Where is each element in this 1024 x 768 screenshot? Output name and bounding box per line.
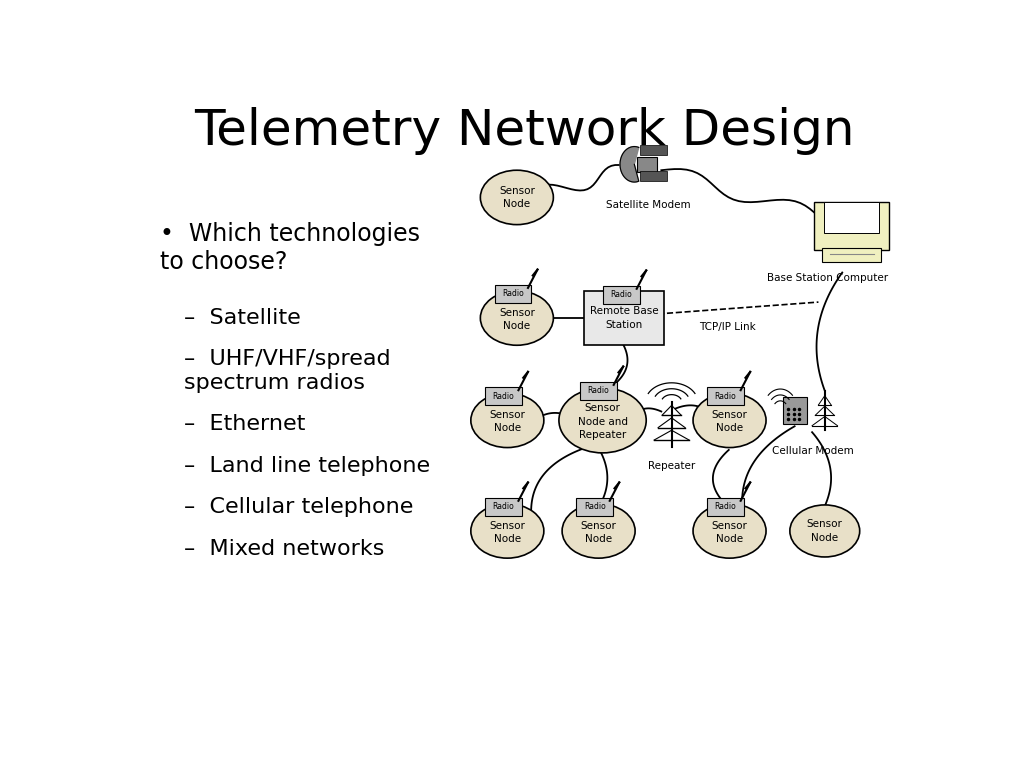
Text: TCP/IP Link: TCP/IP Link bbox=[698, 322, 756, 332]
Circle shape bbox=[471, 504, 544, 558]
Text: Sensor
Node: Sensor Node bbox=[499, 186, 535, 209]
Circle shape bbox=[693, 393, 766, 448]
Text: –  Mixed networks: – Mixed networks bbox=[183, 538, 384, 558]
Text: Radio: Radio bbox=[493, 392, 514, 401]
Text: Sensor
Node: Sensor Node bbox=[489, 410, 525, 433]
Text: Sensor
Node: Sensor Node bbox=[499, 308, 535, 331]
FancyBboxPatch shape bbox=[824, 202, 879, 233]
Text: Radio: Radio bbox=[715, 392, 736, 401]
FancyBboxPatch shape bbox=[640, 170, 667, 181]
FancyBboxPatch shape bbox=[603, 286, 640, 303]
Circle shape bbox=[480, 291, 553, 346]
Text: Repeater: Repeater bbox=[648, 462, 695, 472]
Circle shape bbox=[562, 504, 635, 558]
FancyBboxPatch shape bbox=[782, 397, 807, 424]
Text: Base Station Computer: Base Station Computer bbox=[767, 273, 888, 283]
Circle shape bbox=[471, 393, 544, 448]
Text: –  UHF/VHF/spread
spectrum radios: – UHF/VHF/spread spectrum radios bbox=[183, 349, 390, 392]
FancyBboxPatch shape bbox=[485, 387, 521, 405]
Circle shape bbox=[693, 504, 766, 558]
Text: Sensor
Node: Sensor Node bbox=[712, 410, 748, 433]
FancyBboxPatch shape bbox=[584, 291, 665, 345]
Text: Radio: Radio bbox=[610, 290, 633, 300]
Text: Radio: Radio bbox=[493, 502, 514, 511]
Text: Radio: Radio bbox=[584, 502, 605, 511]
FancyBboxPatch shape bbox=[577, 498, 613, 515]
Text: •  Which technologies
to choose?: • Which technologies to choose? bbox=[160, 222, 420, 274]
Text: Sensor
Node: Sensor Node bbox=[807, 519, 843, 542]
Text: Satellite Modem: Satellite Modem bbox=[606, 200, 691, 210]
FancyBboxPatch shape bbox=[495, 285, 531, 303]
Circle shape bbox=[480, 170, 553, 224]
FancyBboxPatch shape bbox=[640, 145, 667, 155]
Polygon shape bbox=[621, 147, 639, 182]
Text: Sensor
Node: Sensor Node bbox=[712, 521, 748, 544]
Text: Sensor
Node: Sensor Node bbox=[489, 521, 525, 544]
FancyBboxPatch shape bbox=[814, 203, 889, 250]
Text: –  Land line telephone: – Land line telephone bbox=[183, 456, 430, 476]
Circle shape bbox=[790, 505, 860, 557]
Text: –  Ethernet: – Ethernet bbox=[183, 415, 305, 435]
Text: Sensor
Node: Sensor Node bbox=[581, 521, 616, 544]
Text: –  Satellite: – Satellite bbox=[183, 308, 300, 328]
Text: Sensor
Node and
Repeater: Sensor Node and Repeater bbox=[578, 403, 628, 440]
Circle shape bbox=[559, 388, 646, 453]
Text: Cellular Modem: Cellular Modem bbox=[772, 446, 854, 456]
FancyBboxPatch shape bbox=[638, 157, 656, 172]
FancyBboxPatch shape bbox=[708, 387, 743, 405]
Text: Radio: Radio bbox=[715, 502, 736, 511]
Text: Radio: Radio bbox=[502, 290, 523, 298]
FancyBboxPatch shape bbox=[485, 498, 521, 515]
Text: –  Cellular telephone: – Cellular telephone bbox=[183, 497, 413, 517]
FancyBboxPatch shape bbox=[822, 248, 881, 262]
FancyBboxPatch shape bbox=[708, 498, 743, 515]
Text: Radio: Radio bbox=[588, 386, 609, 396]
FancyBboxPatch shape bbox=[581, 382, 616, 399]
Text: Telemetry Network Design: Telemetry Network Design bbox=[195, 107, 855, 154]
Text: Remote Base
Station: Remote Base Station bbox=[590, 306, 658, 329]
